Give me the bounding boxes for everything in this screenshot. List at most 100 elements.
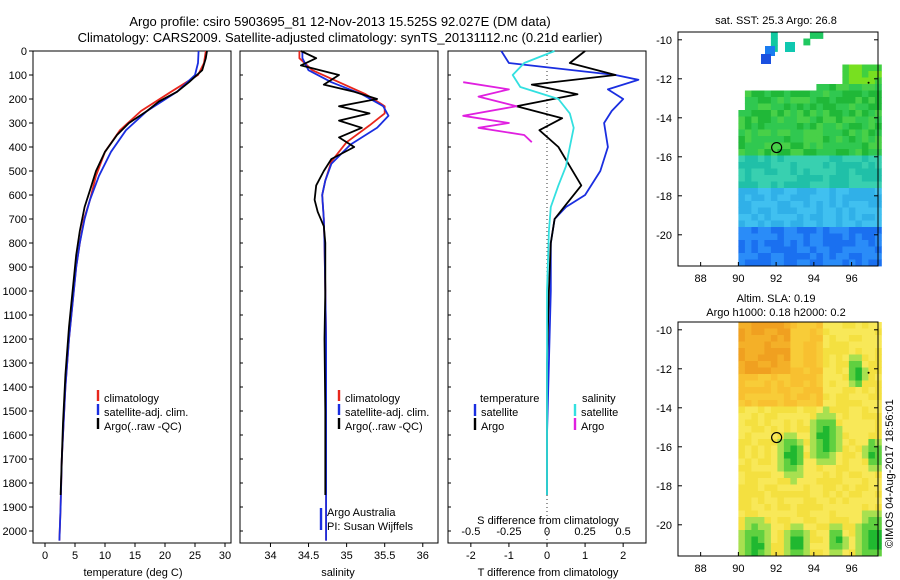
map-cell <box>868 452 876 459</box>
map-cell <box>751 129 759 137</box>
map-cell <box>777 259 785 267</box>
map-cell <box>764 175 772 182</box>
map-cell <box>764 194 772 202</box>
map-cell <box>809 452 817 459</box>
map-cell <box>848 168 856 176</box>
map-cell <box>822 367 830 375</box>
map-cell <box>835 201 843 208</box>
map-cell <box>803 361 811 368</box>
map-cell <box>783 175 791 182</box>
map-cell <box>803 123 811 130</box>
map-cell <box>868 162 876 169</box>
map-cell <box>796 168 804 176</box>
map-cell <box>861 335 869 342</box>
map-cell <box>868 322 876 329</box>
map-cell <box>861 426 869 433</box>
map-cell <box>764 523 772 531</box>
map-cell <box>822 181 830 189</box>
sst-map-panel: 88 90 92 94 96 -10 -12 -14 -16 -18 -20 <box>656 31 882 285</box>
map-cell <box>783 259 791 267</box>
map-cell <box>855 220 863 228</box>
map-cell <box>770 510 778 518</box>
diff-xlabel: T difference from climatology <box>478 567 619 579</box>
map-cell <box>861 387 869 394</box>
map-cell <box>822 188 830 195</box>
map-cell <box>861 523 869 531</box>
map-cell <box>738 374 746 381</box>
map-cell <box>751 214 759 221</box>
map-cell <box>848 136 856 143</box>
map-cell <box>829 175 837 182</box>
map-cell <box>842 259 850 267</box>
map-cell <box>861 116 869 124</box>
map-cell <box>796 393 804 401</box>
map-cell <box>796 536 804 544</box>
map-cell <box>796 517 804 524</box>
difference-profile-xtick-label: 0 <box>544 550 550 562</box>
map-cell <box>783 116 791 124</box>
map-cell <box>848 374 856 381</box>
map-cell <box>861 220 869 228</box>
map-cell <box>835 491 843 498</box>
map-cell <box>751 478 759 485</box>
map-cell <box>855 387 863 394</box>
map-cell <box>855 380 863 388</box>
map-cell <box>848 504 856 511</box>
map-cell <box>861 162 869 169</box>
map-cell <box>790 380 798 388</box>
map-cell <box>835 543 843 550</box>
map-cell <box>842 341 850 349</box>
map-cell <box>796 406 804 414</box>
map-cell <box>796 253 804 260</box>
map-cell <box>816 116 824 124</box>
map-cell <box>757 227 765 234</box>
temperature-xlabel: temperature (deg C) <box>83 567 182 579</box>
map-cell <box>861 432 869 440</box>
map-cell <box>757 530 765 537</box>
map-cell <box>809 253 817 260</box>
map-cell <box>777 471 785 479</box>
map-cell <box>861 341 869 349</box>
map-cell <box>848 233 856 241</box>
salinity-profile-xtick-label: 34.5 <box>298 550 319 562</box>
map-cell <box>757 246 765 254</box>
sal-note1: Argo Australia <box>327 507 396 519</box>
map-cell <box>757 471 765 479</box>
map-cell <box>835 367 843 375</box>
map-cell <box>848 142 856 150</box>
map-cell <box>757 543 765 550</box>
salinity-profile-xtick-label: 35 <box>340 550 352 562</box>
map-cell <box>822 116 830 124</box>
map-cell <box>744 387 752 394</box>
map-cell <box>829 432 837 440</box>
map-cell <box>764 220 772 228</box>
map-cell <box>848 523 856 531</box>
map-cell <box>861 393 869 401</box>
map-cell <box>738 549 746 557</box>
map-cell <box>842 393 850 401</box>
map-cell <box>829 517 837 524</box>
map-cell <box>738 129 746 137</box>
temperature-profile-ytick-label: 1100 <box>3 310 27 322</box>
map-cell <box>868 465 876 472</box>
map-cell <box>751 227 759 234</box>
map-cell <box>848 543 856 550</box>
map-cell <box>757 361 765 368</box>
map-cell <box>868 341 876 349</box>
map-cell <box>796 201 804 208</box>
map-cell <box>783 348 791 355</box>
map-cell <box>835 142 843 150</box>
map-cell <box>822 510 830 518</box>
map-cell <box>790 123 798 130</box>
map-cell <box>738 240 746 247</box>
map-cell <box>842 168 850 176</box>
series-satellite-adj-clim <box>301 51 390 541</box>
map-cell <box>790 227 798 234</box>
map-cell <box>829 523 837 531</box>
map-cell <box>738 227 746 234</box>
map-cell <box>822 426 830 433</box>
map-cell <box>816 194 824 202</box>
map-cell <box>738 194 746 202</box>
map-cell <box>809 471 817 479</box>
map-cell <box>855 393 863 401</box>
